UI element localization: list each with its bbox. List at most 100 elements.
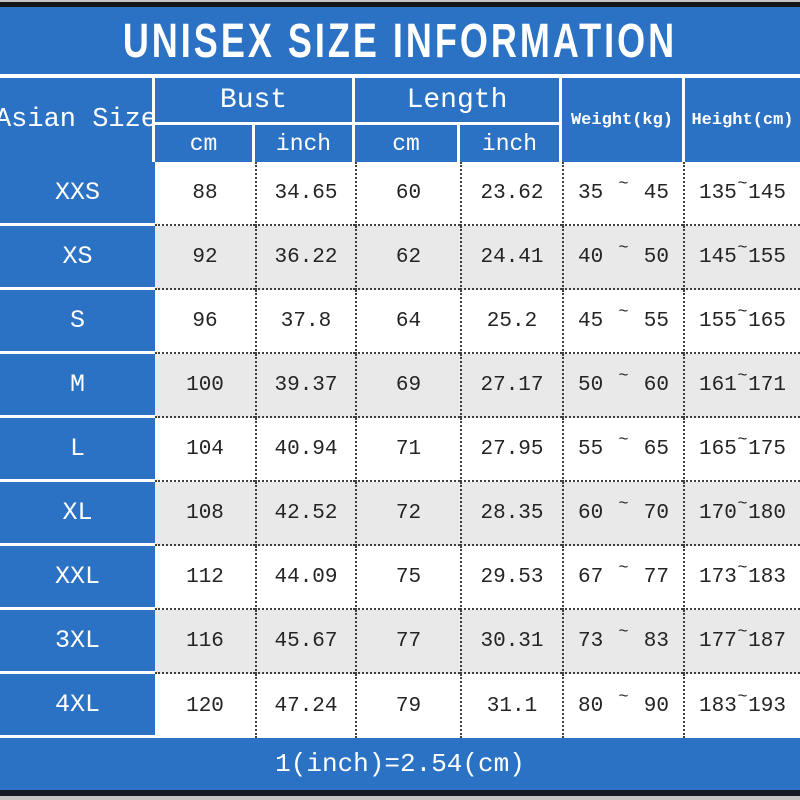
weight-min: 50: [578, 373, 604, 397]
height-min: 170: [699, 501, 737, 525]
height-max: 183: [748, 565, 786, 589]
height-range-cell: 165 ~ 175: [683, 418, 800, 482]
tilde-symbol: ~: [737, 494, 748, 514]
weight-min: 35: [578, 181, 604, 205]
weight-min: 45: [578, 309, 604, 333]
height-min: 135: [699, 181, 737, 205]
table-row: XS 92 36.22 62 24.41 40 ~ 50 145 ~ 155: [0, 226, 800, 290]
header-bust: Bust: [155, 78, 352, 122]
height-max: 187: [748, 629, 786, 653]
bust-inch-cell: 37.8: [255, 290, 355, 354]
tilde-symbol: ~: [618, 302, 629, 322]
weight-min: 55: [578, 437, 604, 461]
weight-min: 60: [578, 501, 604, 525]
tilde-symbol: ~: [618, 494, 629, 514]
size-label: S: [0, 290, 155, 354]
bust-inch-cell: 42.52: [255, 482, 355, 546]
header-length: Length: [355, 78, 559, 122]
weight-min: 80: [578, 694, 604, 718]
size-label: XS: [0, 226, 155, 290]
header-length-cm: cm: [355, 125, 457, 162]
height-min: 173: [699, 565, 737, 589]
weight-max: 77: [643, 565, 669, 589]
weight-min: 67: [578, 565, 604, 589]
weight-max: 90: [643, 694, 669, 718]
length-inch-cell: 31.1: [460, 674, 562, 738]
size-label: XXL: [0, 546, 155, 610]
length-inch-cell: 27.95: [460, 418, 562, 482]
bust-inch-cell: 45.67: [255, 610, 355, 674]
bust-inch-cell: 40.94: [255, 418, 355, 482]
height-range-cell: 135 ~ 145: [683, 162, 800, 226]
weight-max: 50: [643, 245, 669, 269]
weight-max: 65: [643, 437, 669, 461]
tilde-symbol: ~: [737, 622, 748, 642]
length-cm-cell: 60: [355, 162, 460, 226]
height-min: 165: [699, 437, 737, 461]
weight-range-cell: 67 ~ 77: [562, 546, 683, 610]
height-range-cell: 173 ~ 183: [683, 546, 800, 610]
weight-range-cell: 73 ~ 83: [562, 610, 683, 674]
tilde-symbol: ~: [618, 687, 629, 707]
header-bust-inch: inch: [255, 125, 352, 162]
length-cm-cell: 69: [355, 354, 460, 418]
title-separator: [0, 74, 800, 78]
bust-inch-cell: 36.22: [255, 226, 355, 290]
height-min: 183: [699, 694, 737, 718]
weight-range-cell: 55 ~ 65: [562, 418, 683, 482]
tilde-symbol: ~: [618, 622, 629, 642]
weight-range-cell: 40 ~ 50: [562, 226, 683, 290]
height-min: 145: [699, 245, 737, 269]
size-label: XL: [0, 482, 155, 546]
bust-inch-cell: 47.24: [255, 674, 355, 738]
height-range-cell: 177 ~ 187: [683, 610, 800, 674]
tilde-symbol: ~: [737, 558, 748, 578]
bust-inch-cell: 44.09: [255, 546, 355, 610]
height-range-cell: 161 ~ 171: [683, 354, 800, 418]
weight-range-cell: 60 ~ 70: [562, 482, 683, 546]
height-range-cell: 170 ~ 180: [683, 482, 800, 546]
tilde-symbol: ~: [618, 238, 629, 258]
size-label: 3XL: [0, 610, 155, 674]
size-label: XXS: [0, 162, 155, 226]
weight-range-cell: 45 ~ 55: [562, 290, 683, 354]
bust-cm-cell: 100: [155, 354, 255, 418]
header-bust-cm: cm: [155, 125, 252, 162]
header-asian-size: Asian Size: [0, 78, 157, 162]
size-label: L: [0, 418, 155, 482]
weight-max: 55: [643, 309, 669, 333]
bust-cm-cell: 112: [155, 546, 255, 610]
table-row: 3XL 116 45.67 77 30.31 73 ~ 83 177 ~ 187: [0, 610, 800, 674]
table-row: XXS 88 34.65 60 23.62 35 ~ 45 135 ~ 145: [0, 162, 800, 226]
length-cm-cell: 64: [355, 290, 460, 354]
tilde-symbol: ~: [618, 174, 629, 194]
tilde-symbol: ~: [737, 366, 748, 386]
length-cm-cell: 75: [355, 546, 460, 610]
length-inch-cell: 24.41: [460, 226, 562, 290]
bust-cm-cell: 92: [155, 226, 255, 290]
tilde-symbol: ~: [618, 430, 629, 450]
weight-min: 40: [578, 245, 604, 269]
header-length-inch: inch: [460, 125, 559, 162]
weight-min: 73: [578, 629, 604, 653]
table-header: Asian Size Bust Length cm inch cm inch W…: [0, 78, 800, 162]
length-inch-cell: 28.35: [460, 482, 562, 546]
bust-inch-cell: 39.37: [255, 354, 355, 418]
weight-range-cell: 50 ~ 60: [562, 354, 683, 418]
tilde-symbol: ~: [737, 430, 748, 450]
top-edge-line: [0, 0, 800, 2]
length-inch-cell: 27.17: [460, 354, 562, 418]
size-label: M: [0, 354, 155, 418]
height-range-cell: 155 ~ 165: [683, 290, 800, 354]
length-inch-cell: 30.31: [460, 610, 562, 674]
table-row: 4XL 120 47.24 79 31.1 80 ~ 90 183 ~ 193: [0, 674, 800, 738]
tilde-symbol: ~: [618, 558, 629, 578]
bottom-edge-line: [0, 796, 800, 800]
height-max: 165: [748, 309, 786, 333]
tilde-symbol: ~: [618, 366, 629, 386]
length-cm-cell: 72: [355, 482, 460, 546]
height-min: 177: [699, 629, 737, 653]
top-black-bar: [0, 2, 800, 7]
height-max: 155: [748, 245, 786, 269]
